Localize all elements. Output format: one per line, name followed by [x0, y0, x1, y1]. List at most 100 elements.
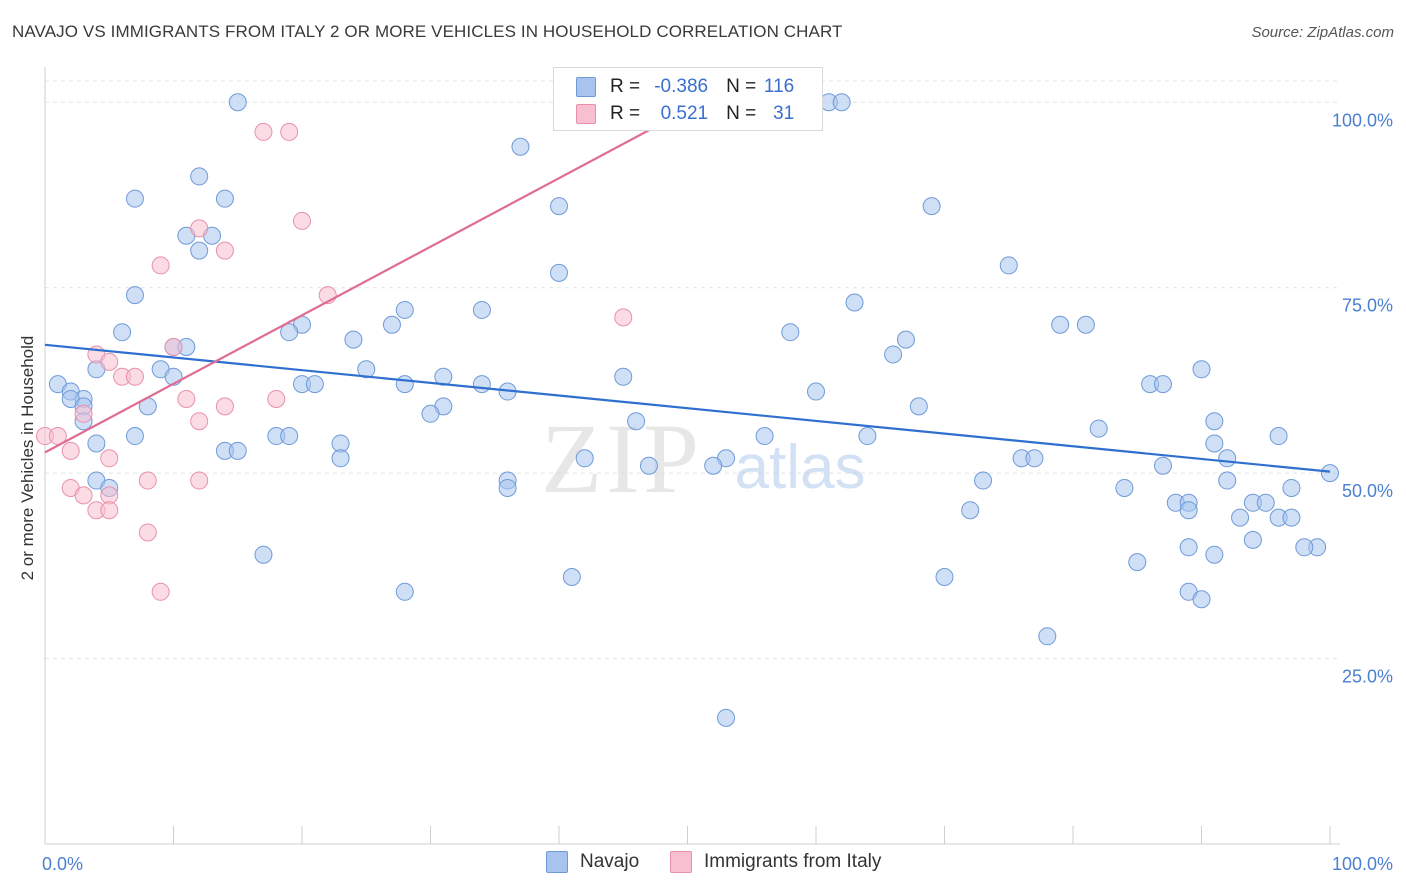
y-tick-label: 25.0%: [1342, 667, 1393, 687]
italy-point: [614, 308, 633, 327]
italy-point: [151, 256, 170, 275]
italy-point: [280, 122, 299, 141]
navajo-point: [498, 478, 517, 497]
italy-legend-label: Immigrants from Italy: [704, 851, 882, 872]
navajo-point: [472, 300, 491, 319]
navajo-point: [974, 471, 993, 490]
italy-point: [100, 501, 119, 520]
watermark-atlas: atlas: [735, 433, 866, 502]
trend-lines: [44, 108, 1331, 473]
bottom-legend-italy: Immigrants from Italy: [670, 851, 881, 873]
watermark-zip: ZIP: [541, 403, 703, 514]
navajo-point: [1269, 427, 1288, 446]
navajo-point: [717, 708, 736, 727]
navajo-point: [999, 256, 1018, 275]
italy-point: [177, 389, 196, 408]
navajo-point: [1205, 412, 1224, 431]
navajo-point: [357, 360, 376, 379]
navajo-point: [305, 375, 324, 394]
navajo-point: [1128, 553, 1147, 572]
italy-point: [74, 486, 93, 505]
italy-point: [164, 338, 183, 357]
navajo-point: [627, 412, 646, 431]
navajo-point: [755, 427, 774, 446]
navajo-point: [1231, 508, 1250, 527]
italy-point: [190, 219, 209, 238]
navajo-point: [1256, 493, 1275, 512]
legend: R = -0.386 N = 116 R = 0.521 N = 31: [553, 67, 823, 131]
axis-labels: 2 or more Vehicles in Household 25.0% 50.…: [18, 110, 1393, 874]
grid-lines: [45, 80, 1340, 660]
navajo-point: [1115, 478, 1134, 497]
navajo-point: [382, 315, 401, 334]
navajo-legend-label: Navajo: [580, 851, 640, 872]
navajo-point: [961, 501, 980, 520]
navajo-point: [1282, 508, 1301, 527]
navajo-point: [125, 427, 144, 446]
n-label: N =: [726, 103, 757, 124]
navajo-point: [1282, 478, 1301, 497]
navajo-point: [1205, 545, 1224, 564]
navajo-point: [1025, 449, 1044, 468]
navajo-point: [1218, 449, 1237, 468]
bottom-legend: Navajo Immigrants from Italy: [0, 851, 1406, 877]
navajo-point: [781, 323, 800, 342]
navajo-point: [1179, 501, 1198, 520]
navajo-point: [845, 293, 864, 312]
navajo-point: [1205, 434, 1224, 453]
navajo-point: [395, 375, 414, 394]
navajo-point: [1153, 375, 1172, 394]
italy-n-value: 31: [773, 103, 795, 124]
navajo-point: [280, 323, 299, 342]
navajo-point: [228, 93, 247, 112]
navajo-point: [1089, 419, 1108, 438]
navajo-point: [614, 367, 633, 386]
italy-point: [215, 397, 234, 416]
italy-r-value: 0.521: [660, 103, 709, 124]
navajo-point: [87, 434, 106, 453]
navajo-point: [395, 300, 414, 319]
navajo-swatch: [576, 77, 596, 97]
navajo-point: [1192, 360, 1211, 379]
navajo-point: [858, 427, 877, 446]
legend-row-italy: R = 0.521 N = 31: [554, 100, 794, 128]
navajo-point: [1038, 627, 1057, 646]
bottom-legend-navajo: Navajo: [546, 851, 639, 873]
navajo-point: [1076, 315, 1095, 334]
navajo-point: [344, 330, 363, 349]
r-label: R =: [610, 76, 641, 97]
navajo-point: [125, 286, 144, 305]
navajo-point: [639, 456, 658, 475]
italy-point: [100, 352, 119, 371]
italy-point: [293, 211, 311, 230]
navajo-trend-line: [44, 343, 1331, 473]
navajo-point: [113, 323, 132, 342]
source-label: Source: ZipAtlas.com: [1251, 24, 1394, 41]
navajo-point: [1179, 538, 1198, 557]
watermark: ZIP atlas: [541, 403, 865, 514]
navajo-point: [884, 345, 903, 364]
navajo-point: [1321, 464, 1339, 483]
navajo-point: [550, 263, 568, 282]
data-points: [36, 93, 1339, 727]
navajo-point: [331, 449, 350, 468]
navajo-point: [1218, 471, 1237, 490]
x-tick-label-max: 100.0%: [1332, 854, 1393, 874]
navajo-point: [1243, 530, 1262, 549]
navajo-point: [562, 567, 581, 586]
navajo-point: [280, 427, 299, 446]
navajo-n-value: 116: [763, 76, 795, 97]
n-label: N =: [726, 76, 757, 97]
y-tick-label: 75.0%: [1342, 296, 1393, 316]
navajo-point: [704, 456, 723, 475]
italy-trend-line: [44, 108, 689, 454]
navajo-point: [575, 449, 594, 468]
italy-legend-swatch: [670, 851, 692, 873]
navajo-point: [922, 197, 941, 216]
italy-point: [190, 412, 209, 431]
navajo-point: [1295, 538, 1314, 557]
italy-point: [138, 471, 157, 490]
italy-point: [267, 389, 286, 408]
y-tick-label: 100.0%: [1332, 110, 1393, 130]
